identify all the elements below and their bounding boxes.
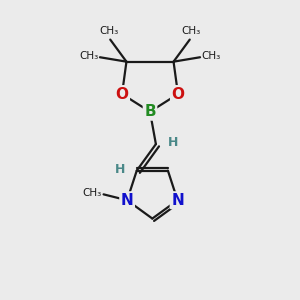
Text: CH₃: CH₃	[79, 51, 98, 62]
Text: N: N	[121, 193, 134, 208]
Text: CH₃: CH₃	[202, 51, 221, 62]
Text: CH₃: CH₃	[100, 26, 119, 36]
Text: CH₃: CH₃	[82, 188, 101, 198]
Text: O: O	[116, 87, 128, 102]
Text: CH₃: CH₃	[181, 26, 200, 36]
Text: N: N	[171, 193, 184, 208]
Text: H: H	[115, 163, 125, 176]
Text: H: H	[168, 136, 178, 149]
Text: B: B	[144, 104, 156, 119]
Text: O: O	[172, 87, 184, 102]
